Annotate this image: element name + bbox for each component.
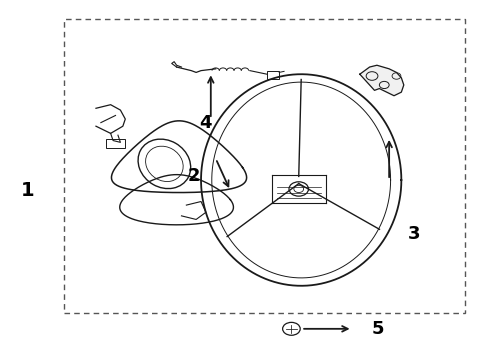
- Text: 2: 2: [188, 167, 200, 185]
- Text: 3: 3: [407, 225, 420, 243]
- Bar: [64, 19, 465, 313]
- Text: 4: 4: [199, 114, 212, 132]
- Polygon shape: [360, 65, 404, 96]
- Bar: [267, 71, 279, 78]
- Text: 5: 5: [372, 320, 385, 338]
- Text: 1: 1: [21, 181, 34, 200]
- Bar: [106, 139, 125, 148]
